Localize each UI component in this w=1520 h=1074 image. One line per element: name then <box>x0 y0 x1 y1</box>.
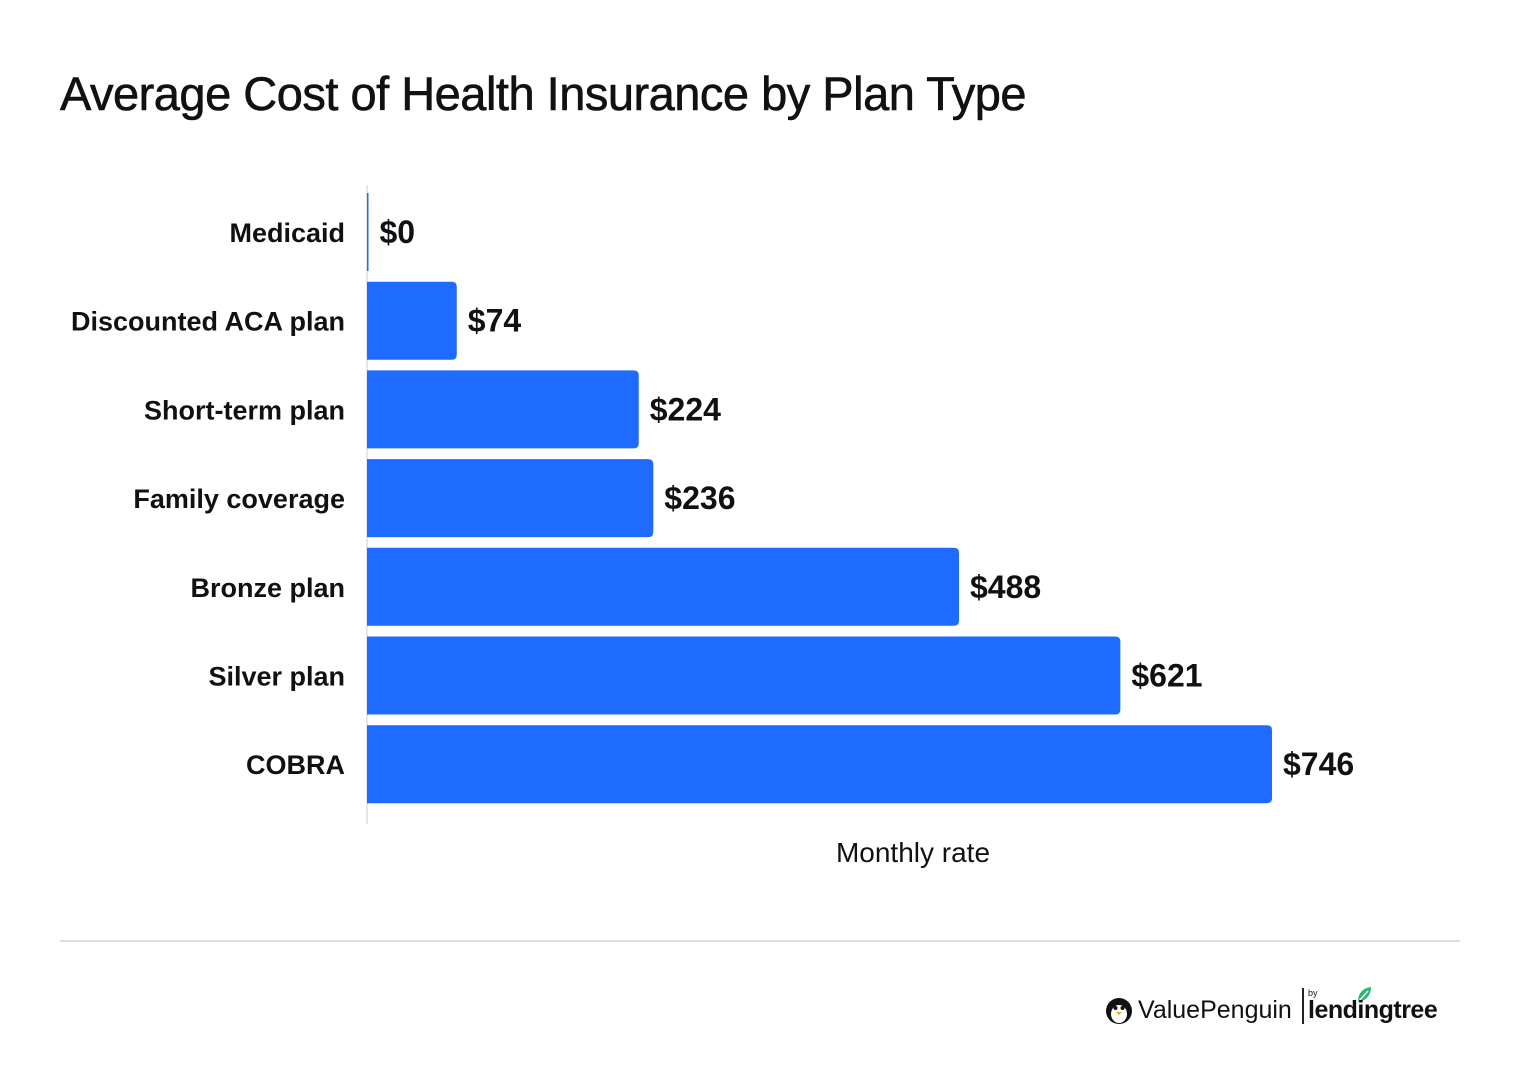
chart-title: Average Cost of Health Insurance by Plan… <box>60 67 1027 121</box>
footer-divider <box>60 940 1460 942</box>
category-label: COBRA <box>246 750 345 780</box>
bar <box>367 193 369 271</box>
category-label: Short-term plan <box>144 395 345 425</box>
value-label: $746 <box>1283 746 1354 782</box>
leaf-icon <box>1358 987 1371 1002</box>
brand-name: ValuePenguin <box>1138 996 1292 1024</box>
value-label: $621 <box>1131 658 1202 694</box>
category-label: Bronze plan <box>190 573 345 603</box>
brand-logo[interactable]: ValuePenguin by lendingtree <box>1104 986 1444 1030</box>
category-label: Family coverage <box>133 484 345 514</box>
value-label: $0 <box>380 214 416 250</box>
category-label: Discounted ACA plan <box>71 307 345 337</box>
bar <box>367 636 1121 715</box>
category-label: Silver plan <box>208 662 345 692</box>
bar <box>367 370 639 449</box>
x-axis-title: Monthly rate <box>836 837 990 868</box>
category-label: Medicaid <box>229 218 345 248</box>
bar-chart: Medicaid $0 Discounted ACA plan $74 Short-te… <box>71 185 1354 868</box>
bar <box>367 547 960 626</box>
partner-name: lendingtree <box>1308 996 1438 1024</box>
value-label: $236 <box>664 480 735 516</box>
logo-by: by <box>1308 988 1318 998</box>
value-label: $74 <box>468 303 522 339</box>
bar <box>367 725 1272 804</box>
value-label: $224 <box>650 391 721 427</box>
bar <box>367 281 457 360</box>
penguin-icon <box>1106 998 1132 1024</box>
logo-separator <box>1302 988 1304 1024</box>
bar <box>367 459 654 538</box>
value-label: $488 <box>970 569 1041 605</box>
